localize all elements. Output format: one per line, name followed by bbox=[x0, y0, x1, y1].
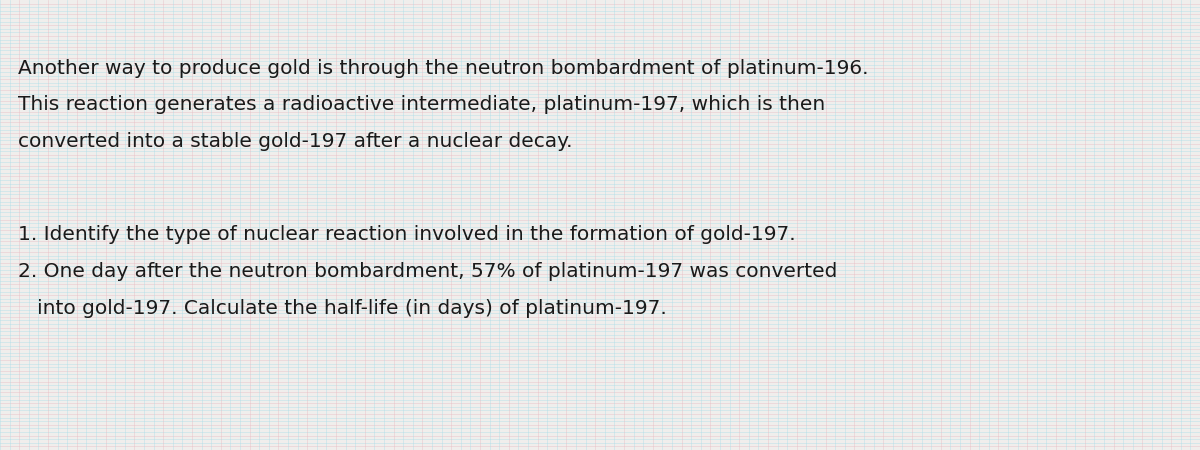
Text: This reaction generates a radioactive intermediate, platinum-197, which is then: This reaction generates a radioactive in… bbox=[18, 95, 826, 114]
Text: into gold-197. Calculate the half-life (in days) of platinum-197.: into gold-197. Calculate the half-life (… bbox=[18, 299, 667, 318]
Text: Another way to produce gold is through the neutron bombardment of platinum-196.: Another way to produce gold is through t… bbox=[18, 58, 869, 77]
Text: 1. Identify the type of nuclear reaction involved in the formation of gold-197.: 1. Identify the type of nuclear reaction… bbox=[18, 225, 796, 244]
Text: 2. One day after the neutron bombardment, 57% of platinum-197 was converted: 2. One day after the neutron bombardment… bbox=[18, 262, 838, 281]
Text: converted into a stable gold-197 after a nuclear decay.: converted into a stable gold-197 after a… bbox=[18, 132, 572, 151]
